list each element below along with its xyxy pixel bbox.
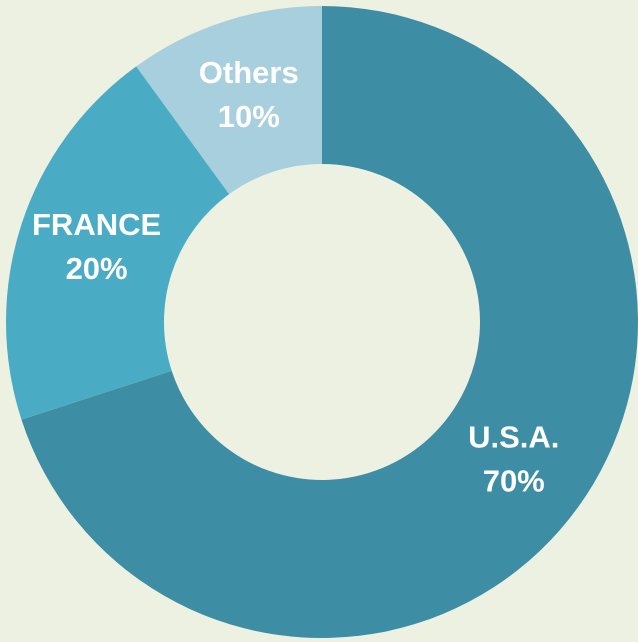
slice-value-label: 70% (483, 463, 545, 498)
donut-slice (136, 6, 322, 195)
donut-slice (6, 66, 230, 420)
donut-slice (21, 6, 638, 638)
slice-label: U.S.A. (468, 419, 559, 454)
slice-label: FRANCE (32, 207, 161, 242)
slice-value-label: 20% (66, 251, 128, 286)
slice-label: Others (199, 55, 299, 90)
slice-value-label: 10% (218, 99, 280, 134)
